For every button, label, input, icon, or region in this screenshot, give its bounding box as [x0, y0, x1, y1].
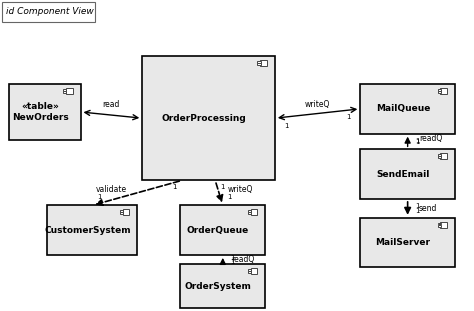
Bar [120, 212, 123, 214]
Text: «table»
NewOrders: «table» NewOrders [12, 102, 69, 122]
Text: 1: 1 [173, 183, 177, 190]
Bar [260, 60, 267, 66]
Bar [438, 223, 441, 224]
Text: 1: 1 [415, 203, 419, 209]
Bar [440, 88, 447, 94]
Bar [180, 205, 265, 255]
Text: validate: validate [96, 185, 127, 194]
Bar [248, 210, 251, 212]
Bar [438, 156, 441, 158]
Text: 1: 1 [220, 183, 225, 190]
Text: CustomerSystem: CustomerSystem [45, 226, 131, 234]
Bar [251, 209, 257, 215]
Text: writeQ: writeQ [228, 185, 253, 194]
Text: 1: 1 [284, 123, 289, 129]
Bar [438, 225, 441, 226]
Bar [360, 149, 455, 199]
Text: 1: 1 [415, 208, 419, 214]
Text: OrderSystem: OrderSystem [184, 282, 252, 290]
Text: 1: 1 [97, 194, 102, 201]
Bar [251, 268, 257, 274]
Bar [440, 153, 447, 159]
Bar [440, 221, 447, 228]
Text: readQ: readQ [419, 134, 442, 143]
Bar [438, 91, 441, 93]
Bar [438, 154, 441, 156]
FancyBboxPatch shape [2, 2, 95, 22]
Bar [123, 209, 129, 215]
Bar [360, 218, 455, 267]
Bar [142, 56, 275, 180]
Text: MailServer: MailServer [375, 238, 430, 247]
Text: MailQueue: MailQueue [376, 104, 430, 113]
Bar [438, 89, 441, 91]
Bar [248, 212, 251, 214]
Bar [63, 91, 66, 93]
Text: 1: 1 [346, 114, 351, 120]
Text: 1: 1 [228, 194, 232, 201]
Text: writeQ: writeQ [305, 100, 330, 109]
Text: id Component View: id Component View [6, 7, 93, 16]
Text: OrderProcessing: OrderProcessing [162, 114, 246, 123]
Bar [360, 84, 455, 134]
Bar [120, 210, 123, 212]
Bar [47, 205, 137, 255]
Text: 1: 1 [230, 259, 235, 265]
Bar [248, 272, 251, 273]
Text: send: send [419, 204, 437, 213]
Bar [257, 63, 261, 65]
Bar [63, 89, 66, 91]
Bar [180, 264, 265, 308]
Text: readQ: readQ [231, 255, 255, 264]
Text: SendEmail: SendEmail [376, 170, 429, 179]
Text: OrderQueue: OrderQueue [187, 226, 249, 234]
Bar [248, 269, 251, 271]
Text: 1: 1 [415, 139, 419, 146]
Bar [9, 84, 81, 140]
Bar [257, 61, 261, 63]
Text: 1: 1 [230, 254, 235, 261]
Text: 1: 1 [415, 137, 419, 144]
Text: read: read [103, 100, 120, 109]
Bar [66, 88, 73, 94]
